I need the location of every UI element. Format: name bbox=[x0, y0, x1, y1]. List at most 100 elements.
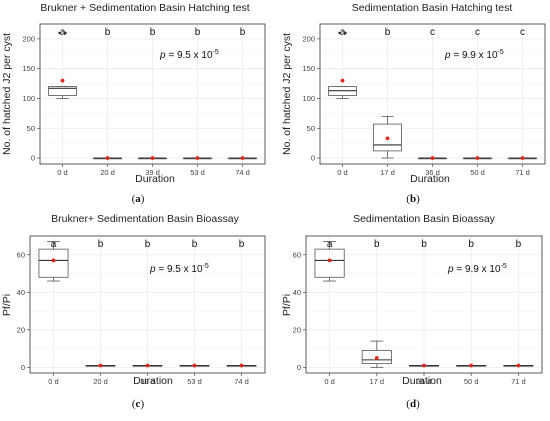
panel-d-sig-4: b bbox=[516, 239, 522, 250]
panel-b-ytick-1: 50 bbox=[307, 124, 315, 133]
panel-b-mean-2 bbox=[430, 156, 435, 160]
panel-a-box-2 bbox=[138, 156, 167, 160]
panel-a-mean-1 bbox=[105, 156, 110, 160]
panel-a-panel-label: (a) bbox=[132, 193, 145, 205]
panel-d-ytick-1: 20 bbox=[293, 325, 301, 334]
panel-c-sig-2: b bbox=[145, 239, 151, 250]
panel-b: Sedimentation Basin Hatching test 0 50 100 1… bbox=[281, 2, 546, 205]
panel-b-sig-1: b bbox=[385, 27, 391, 38]
panel-a-ylabel: No. of hatched J2 per cyst bbox=[1, 33, 13, 155]
panel-b-panel-label: (b) bbox=[406, 193, 420, 205]
panel-d-box-3 bbox=[456, 363, 487, 368]
panel-c-ytick-2: 40 bbox=[17, 288, 25, 297]
panel-d-mean-0 bbox=[327, 258, 332, 263]
panel-a-p-value: p = 9.5 x 10-5 bbox=[159, 49, 219, 61]
panel-a-iqr-0 bbox=[48, 86, 77, 96]
panel-b-mean-1 bbox=[385, 136, 390, 141]
panel-c-xtick-4: 74 d bbox=[234, 377, 249, 386]
panel-b-ytick-4: 200 bbox=[302, 34, 315, 43]
panel-c-ytick-1: 20 bbox=[17, 325, 25, 334]
panel-a-ytick-2: 100 bbox=[22, 94, 35, 103]
panel-c-xtick-3: 53 d bbox=[187, 377, 202, 386]
panel-c-p-value: p = 9.5 x 10-5 bbox=[149, 263, 209, 275]
panel-d-box-1 bbox=[361, 340, 392, 368]
panel-b-sig-3: c bbox=[475, 27, 480, 38]
panel-d-xtick-4: 71 d bbox=[511, 377, 526, 386]
panel-b-sig-0: a bbox=[340, 27, 346, 38]
panel-d-p-value: p = 9.9 x 10-5 bbox=[447, 263, 507, 275]
panel-d-iqr-0 bbox=[314, 248, 345, 278]
panel-a: Brukner + Sedimentation Basin Hatching t… bbox=[1, 2, 266, 205]
panel-d-ylabel: Pf/Pi bbox=[281, 294, 293, 316]
panel-d-sig-3: b bbox=[468, 239, 474, 250]
panel-a-ytick-3: 150 bbox=[22, 64, 35, 73]
panel-b-box-2 bbox=[418, 156, 447, 160]
panel-b-xtick-2: 36 d bbox=[425, 168, 440, 177]
panel-c: Brukner+ Sedimentation Basin Bioassay 0 20… bbox=[1, 213, 266, 410]
panel-c-ytick-3: 60 bbox=[17, 250, 25, 259]
panel-d-ytick-0: 0 bbox=[297, 363, 301, 372]
panel-c-title: Brukner+ Sedimentation Basin Bioassay bbox=[51, 213, 239, 225]
panel-a-ytick-4: 200 bbox=[22, 34, 35, 43]
panel-c-panel-label: (c) bbox=[132, 398, 145, 410]
panel-c-mean-1 bbox=[98, 363, 103, 368]
panel-d-box-0 bbox=[314, 241, 345, 282]
panel-c-mean-3 bbox=[192, 363, 197, 368]
panel-b-ytick-0: 0 bbox=[311, 154, 315, 163]
panel-d-ytick-2: 40 bbox=[293, 288, 301, 297]
panel-a-sig-4: b bbox=[240, 27, 246, 38]
panel-b-ytick-2: 100 bbox=[302, 94, 315, 103]
panel-a-box-3 bbox=[183, 156, 212, 160]
panel-c-xlabel: Duration bbox=[133, 375, 173, 387]
panel-b-outlier-0-0 bbox=[338, 31, 341, 35]
panel-a-outlier-0-0 bbox=[58, 31, 61, 35]
panel-c-box-1 bbox=[85, 363, 116, 368]
panel-d-ytick-3: 60 bbox=[293, 250, 301, 259]
panel-a-grid bbox=[40, 24, 265, 164]
panel-c-box-3 bbox=[179, 363, 210, 368]
panel-a-sig-1: b bbox=[105, 27, 111, 38]
panel-b-ylabel: No. of hatched J2 per cyst bbox=[281, 33, 293, 155]
panel-c-ytick-0: 0 bbox=[21, 363, 25, 372]
panel-b-mean-0 bbox=[340, 78, 345, 83]
panel-d-box-4 bbox=[503, 363, 534, 368]
panel-c-sig-0: a bbox=[51, 239, 57, 250]
panel-a-ytick-1: 50 bbox=[27, 124, 35, 133]
panel-d-sig-0: a bbox=[327, 239, 333, 250]
panel-d-xtick-0: 0 d bbox=[324, 377, 334, 386]
panel-d-mean-1 bbox=[374, 356, 379, 360]
panel-b-box-1 bbox=[373, 115, 402, 159]
panel-a-xtick-4: 74 d bbox=[235, 168, 250, 177]
panel-c-mean-2 bbox=[145, 363, 150, 368]
panel-b-p-value: p = 9.9 x 10-5 bbox=[444, 49, 504, 61]
panel-b-sig-2: c bbox=[430, 27, 435, 38]
panel-d: Sedimentation Basin Bioassay 0 20 40 60 0 d 17… bbox=[281, 213, 543, 410]
panel-a-ytick-0: 0 bbox=[31, 154, 35, 163]
panel-b-sig-4: c bbox=[520, 27, 525, 38]
panel-c-sig-3: b bbox=[192, 239, 198, 250]
panel-a-xtick-0: 0 d bbox=[57, 168, 67, 177]
panel-b-box-4 bbox=[508, 156, 537, 160]
panel-c-box-0 bbox=[38, 241, 69, 282]
panel-d-panel-label: (d) bbox=[406, 398, 420, 410]
panel-d-title: Sedimentation Basin Bioassay bbox=[353, 213, 496, 225]
panel-a-sig-2: b bbox=[150, 27, 156, 38]
panel-b-xtick-1: 17 d bbox=[380, 168, 395, 177]
panel-c-ylabel: Pf/Pi bbox=[1, 294, 13, 316]
panel-a-title: Brukner + Sedimentation Basin Hatching t… bbox=[40, 2, 249, 14]
panel-d-xtick-1: 17 d bbox=[369, 377, 384, 386]
panel-b-grid bbox=[320, 24, 545, 164]
panel-a-xtick-2: 39 d bbox=[145, 168, 160, 177]
panel-b-xtick-3: 50 d bbox=[470, 168, 485, 177]
panel-c-iqr-0 bbox=[38, 248, 69, 278]
panel-b-outlier-0-1 bbox=[344, 31, 347, 35]
panel-d-xlabel: Duration bbox=[402, 375, 442, 387]
panel-c-box-2 bbox=[132, 363, 163, 368]
panel-c-xtick-2: 39 d bbox=[140, 377, 155, 386]
panel-b-xlabel: Duration bbox=[410, 173, 450, 185]
panel-b-mean-4 bbox=[520, 156, 525, 160]
panel-c-mean-4 bbox=[239, 363, 244, 368]
panel-c-sig-1: b bbox=[98, 239, 104, 250]
panel-d-mean-2 bbox=[422, 363, 426, 368]
